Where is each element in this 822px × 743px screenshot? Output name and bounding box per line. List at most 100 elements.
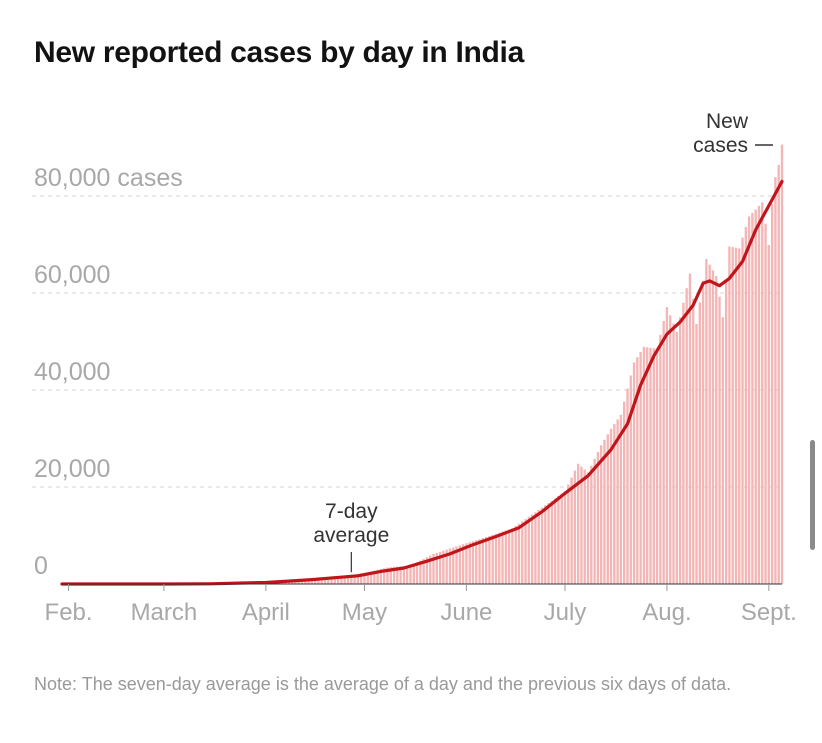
daily-case-bar (767, 244, 771, 585)
chart-plot: 0 20,000 40,000 60,000 80,000 cases Feb. Marc… (32, 110, 797, 626)
daily-case-bar (583, 469, 586, 584)
daily-case-bar (567, 484, 570, 584)
daily-case-bar (711, 270, 715, 584)
daily-case-bar (685, 288, 688, 584)
daily-case-bar (461, 544, 465, 584)
daily-case-bar (376, 569, 379, 584)
daily-case-bar (438, 551, 442, 584)
daily-case-bar (317, 578, 320, 584)
x-tick-label: Feb. (45, 599, 93, 626)
daily-case-bar (336, 576, 340, 584)
daily-case-bar (550, 500, 554, 584)
daily-case-bar (609, 428, 613, 584)
x-axis-ticks: Feb. March April May June July Aug. Sept. (45, 584, 797, 626)
daily-case-bar (340, 576, 343, 584)
x-tick-label: June (440, 599, 492, 626)
daily-case-bar (705, 259, 708, 584)
daily-case-bar (419, 560, 422, 584)
daily-case-bar (478, 539, 481, 584)
daily-case-bar (465, 543, 468, 584)
daily-case-bar (455, 546, 458, 584)
daily-case-bar (491, 534, 494, 584)
daily-case-bar (313, 578, 317, 584)
daily-case-bar (366, 572, 369, 584)
daily-case-bar (576, 463, 580, 584)
daily-case-bar (346, 575, 350, 584)
daily-case-bar (501, 531, 504, 584)
daily-case-bar (586, 472, 590, 584)
daily-case-bar (747, 216, 751, 584)
daily-case-bar (642, 346, 646, 584)
daily-case-bar (320, 578, 323, 584)
daily-case-bar (392, 566, 396, 584)
daily-case-bar (399, 566, 402, 584)
daily-case-bar (297, 580, 300, 584)
daily-case-bar (494, 533, 498, 584)
daily-case-bar (369, 571, 373, 584)
daily-case-bar (672, 323, 675, 584)
daily-case-bar (425, 557, 429, 584)
daily-case-bar (728, 246, 731, 584)
daily-case-bar (553, 498, 557, 584)
daily-case-bar (300, 579, 304, 584)
daily-case-bar (616, 419, 619, 584)
y-tick-label: 80,000 cases (34, 164, 183, 192)
daily-case-bar (544, 505, 547, 584)
daily-case-bar (563, 491, 567, 584)
daily-case-bar (606, 434, 609, 584)
daily-case-bar (695, 324, 698, 584)
daily-case-bar (678, 317, 682, 584)
annotation-average-line2: average (313, 524, 389, 547)
daily-case-bar (521, 521, 524, 584)
daily-case-bar (623, 401, 626, 584)
x-tick-label: May (342, 599, 387, 626)
daily-case-bar (498, 532, 501, 584)
daily-case-bar (409, 565, 412, 584)
daily-case-bar (708, 264, 711, 584)
daily-case-bar (524, 519, 527, 584)
daily-case-bar (396, 566, 399, 584)
daily-case-bar (570, 477, 573, 584)
daily-case-bar (655, 348, 659, 584)
daily-case-bar (669, 315, 672, 584)
daily-case-bar (764, 223, 767, 584)
daily-case-bar (751, 212, 754, 584)
daily-case-bar (445, 549, 448, 584)
daily-case-bar (580, 466, 583, 584)
daily-case-bar (646, 347, 649, 584)
daily-case-bar (741, 237, 744, 584)
daily-case-bar (665, 307, 669, 584)
daily-case-bar (770, 203, 774, 584)
daily-case-bar (517, 523, 521, 584)
chart-note: Note: The seven-day average is the avera… (34, 674, 732, 694)
daily-case-bar (402, 566, 406, 584)
x-tick-label: Sept. (741, 599, 797, 626)
daily-case-bar (471, 541, 475, 584)
seven-day-average-line (60, 179, 784, 586)
daily-case-bar (636, 357, 639, 584)
daily-case-bar (458, 545, 461, 584)
daily-case-bar (304, 579, 307, 584)
daily-case-bar (721, 317, 725, 584)
daily-case-bar (675, 331, 678, 584)
daily-case-bar (596, 452, 600, 584)
y-tick-label: 20,000 (34, 455, 110, 483)
daily-case-bar (363, 572, 366, 584)
daily-case-bar (715, 276, 718, 584)
daily-case-bar (353, 574, 356, 584)
daily-case-bar (649, 347, 652, 584)
daily-case-bar (530, 514, 534, 584)
daily-case-bar (412, 563, 415, 584)
page-scrollbar[interactable] (810, 440, 815, 550)
daily-case-bar (692, 298, 695, 584)
daily-case-bar (590, 465, 593, 584)
daily-case-bar (731, 247, 734, 584)
daily-case-bar (761, 202, 764, 584)
daily-case-bar (468, 542, 471, 584)
x-tick-label: April (242, 599, 290, 626)
daily-case-bar (307, 579, 310, 584)
daily-case-bar (488, 535, 491, 584)
daily-case-bar (422, 558, 425, 584)
daily-case-bar (662, 320, 665, 584)
daily-case-bar (356, 573, 360, 584)
